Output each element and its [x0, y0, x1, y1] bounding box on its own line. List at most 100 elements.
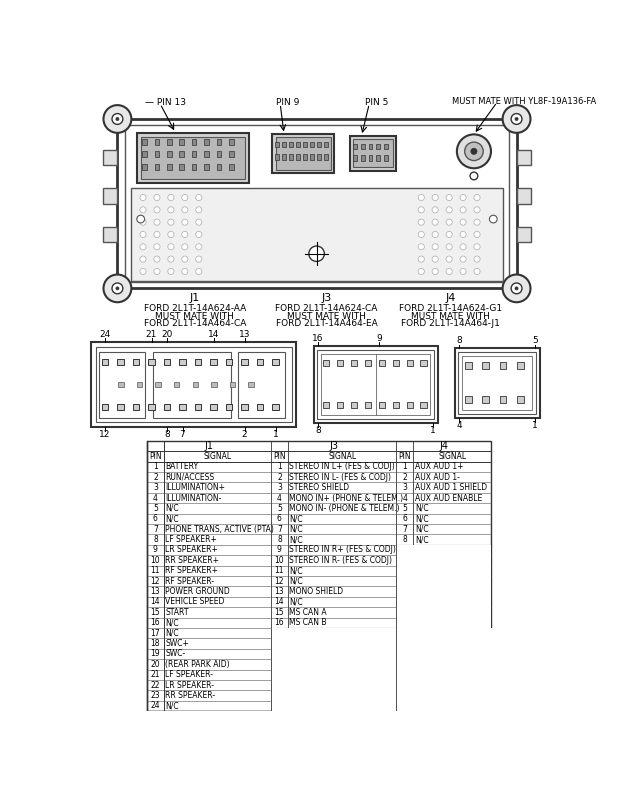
Bar [275, 142, 280, 148]
Text: 2: 2 [242, 430, 247, 439]
Bar [482, 362, 489, 369]
Text: AUX AUD 1 SHIELD: AUX AUD 1 SHIELD [415, 483, 487, 492]
Bar [379, 402, 385, 407]
Bar [226, 360, 232, 365]
Bar [164, 403, 170, 410]
Bar [516, 362, 524, 369]
Text: N/C: N/C [165, 702, 179, 710]
Bar [167, 139, 172, 145]
Text: 15: 15 [275, 608, 284, 617]
Circle shape [182, 194, 188, 201]
Bar [392, 360, 399, 366]
Bar [376, 144, 380, 149]
Text: AUX AUD 1-: AUX AUD 1- [415, 473, 460, 482]
Text: MS CAN B: MS CAN B [289, 618, 327, 627]
Circle shape [474, 256, 480, 262]
Circle shape [432, 207, 438, 213]
Text: LF SPEAKER+: LF SPEAKER+ [165, 535, 217, 544]
Text: 19: 19 [151, 650, 160, 658]
Bar [133, 360, 139, 365]
Bar [323, 142, 328, 148]
Bar [167, 151, 172, 157]
Bar [141, 137, 246, 179]
Bar [296, 142, 300, 148]
Bar [482, 396, 489, 403]
Text: J1: J1 [204, 441, 213, 451]
Bar [155, 382, 161, 387]
Circle shape [432, 194, 438, 201]
Circle shape [515, 287, 518, 290]
Bar [420, 360, 426, 366]
Bar [296, 154, 300, 160]
Bar [180, 360, 186, 365]
Circle shape [196, 232, 202, 237]
Text: N/C: N/C [289, 566, 303, 575]
Circle shape [503, 275, 531, 302]
Circle shape [457, 134, 491, 169]
Circle shape [154, 256, 160, 262]
Circle shape [168, 219, 174, 225]
Text: LF SPEAKER-: LF SPEAKER- [165, 670, 213, 679]
Bar [384, 155, 388, 161]
Text: 7: 7 [153, 525, 158, 534]
Text: 12: 12 [275, 577, 284, 586]
Bar [376, 155, 380, 161]
Text: — PIN 13: — PIN 13 [144, 97, 186, 106]
Bar [192, 164, 196, 170]
Text: POWER GROUND: POWER GROUND [165, 587, 230, 596]
Bar [310, 154, 314, 160]
Text: PIN: PIN [149, 452, 162, 461]
Text: START: START [165, 608, 189, 617]
Text: FORD 2L1T-14A624-CA: FORD 2L1T-14A624-CA [275, 304, 378, 313]
Circle shape [474, 232, 480, 237]
Text: FORD 2L1T-14A624-AA: FORD 2L1T-14A624-AA [144, 304, 246, 313]
Circle shape [182, 232, 188, 237]
Bar [323, 402, 329, 407]
Circle shape [168, 268, 174, 275]
Bar [217, 151, 222, 157]
Text: J4: J4 [445, 292, 456, 303]
Circle shape [432, 244, 438, 250]
Text: 2: 2 [402, 473, 407, 482]
Bar [118, 382, 123, 387]
Text: LR SPEAKER+: LR SPEAKER+ [165, 546, 218, 555]
Circle shape [432, 219, 438, 225]
Bar [458, 352, 536, 414]
Bar [180, 164, 184, 170]
Text: SIGNAL: SIGNAL [328, 452, 356, 461]
Circle shape [112, 283, 123, 294]
Text: FORD 2L1T-14A464-CA: FORD 2L1T-14A464-CA [144, 320, 246, 328]
Bar [210, 360, 217, 365]
Bar [117, 360, 123, 365]
Circle shape [154, 232, 160, 237]
Circle shape [140, 207, 146, 213]
Circle shape [460, 219, 466, 225]
Text: J3: J3 [329, 441, 338, 451]
Text: 2: 2 [153, 473, 158, 482]
Text: 9: 9 [277, 546, 282, 555]
Circle shape [196, 219, 202, 225]
Text: FORD 2L1T-14A624-G1: FORD 2L1T-14A624-G1 [399, 304, 502, 313]
Text: 3: 3 [277, 483, 282, 492]
Text: SWC-: SWC- [165, 650, 186, 658]
Bar [273, 134, 334, 173]
Text: 14: 14 [208, 330, 219, 339]
Text: 1: 1 [430, 427, 436, 435]
Circle shape [418, 256, 424, 262]
Text: 14: 14 [151, 598, 160, 606]
Bar [229, 139, 234, 145]
Text: 12: 12 [151, 577, 160, 586]
Circle shape [460, 194, 466, 201]
Text: BATTERY: BATTERY [165, 463, 199, 471]
Circle shape [182, 207, 188, 213]
Circle shape [511, 283, 522, 294]
Circle shape [446, 219, 452, 225]
Bar [229, 151, 234, 157]
Text: 8: 8 [457, 336, 462, 345]
Text: J1: J1 [190, 292, 200, 303]
Bar [204, 164, 209, 170]
Bar [210, 403, 217, 410]
Text: J3: J3 [321, 292, 332, 303]
Circle shape [104, 275, 131, 302]
Text: 13: 13 [151, 587, 160, 596]
